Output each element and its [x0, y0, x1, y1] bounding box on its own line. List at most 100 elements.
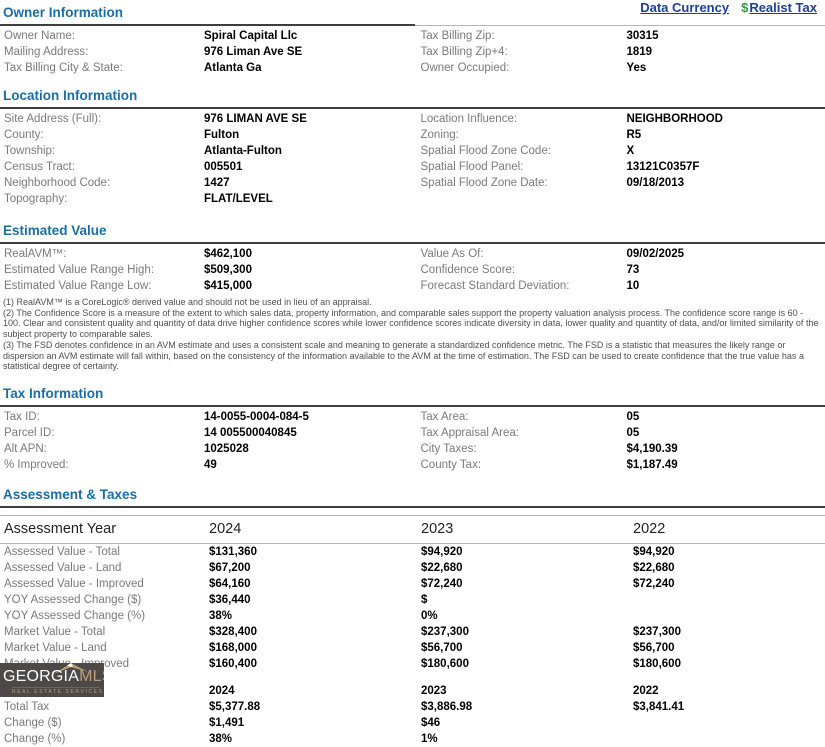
- field-label: Site Address (Full):: [0, 113, 204, 125]
- field-value: 73: [627, 264, 640, 276]
- estimated-value-section: Estimated Value RealAVM™:$462,100 Estima…: [0, 219, 825, 372]
- field-value: 05: [627, 427, 640, 439]
- cell-value: $22,680: [633, 562, 825, 574]
- field-label: Tax Billing City & State:: [0, 62, 204, 74]
- field-label: Tax Billing Zip+4:: [413, 46, 627, 58]
- field-label: County Tax:: [413, 459, 627, 471]
- owner-information-section: Owner Information Data Currency $ Realis…: [0, 0, 825, 76]
- table-row: Assessed Value - Total$131,360$94,920$94…: [0, 544, 825, 560]
- field-row: Estimated Value Range High:$509,300: [0, 262, 413, 278]
- table-row: Market Value - Total$328,400$237,300$237…: [0, 624, 825, 640]
- table-row: Change ($)$1,491$46: [0, 715, 825, 731]
- field-label: Spatial Flood Zone Code:: [413, 145, 627, 157]
- row-label: Assessed Value - Improved: [0, 578, 209, 590]
- table-row: YOY Assessed Change ($)$36,440$: [0, 592, 825, 608]
- field-row: Tax Appraisal Area:05: [413, 425, 825, 441]
- field-row: Estimated Value Range Low:$415,000: [0, 278, 413, 294]
- field-label: Spatial Flood Panel:: [413, 161, 627, 173]
- field-row: Neighborhood Code:1427: [0, 175, 413, 191]
- field-label: Neighborhood Code:: [0, 177, 204, 189]
- cell-value: $237,300: [633, 626, 825, 638]
- footnote: (2) The Confidence Score is a measure of…: [3, 308, 821, 340]
- cell-value: $237,300: [421, 626, 633, 638]
- cell-value: $67,200: [209, 562, 421, 574]
- location-information-section: Location Information Site Address (Full)…: [0, 84, 825, 207]
- section-title-location: Location Information: [3, 88, 137, 103]
- row-label: Market Value - Total: [0, 626, 209, 638]
- field-row: Spatial Flood Zone Date:09/18/2013: [413, 175, 825, 191]
- field-value: 10: [627, 280, 640, 292]
- cell-value: $56,700: [421, 642, 633, 654]
- field-value: NEIGHBORHOOD: [627, 113, 723, 125]
- table-row: Assessed Value - Land$67,200$22,680$22,6…: [0, 560, 825, 576]
- field-value: 09/18/2013: [627, 177, 685, 189]
- field-label: Tax Appraisal Area:: [413, 427, 627, 439]
- field-value: 09/02/2025: [627, 248, 685, 260]
- cell-value: $5,377.88: [209, 701, 421, 713]
- field-row: Tax Billing Zip:30315: [413, 28, 825, 44]
- field-value: Atlanta Ga: [204, 62, 262, 74]
- field-value: 976 Liman Ave SE: [204, 46, 302, 58]
- field-label: Mailing Address:: [0, 46, 204, 58]
- field-value: 13121C0357F: [627, 161, 700, 173]
- cell-value: 38%: [209, 610, 421, 622]
- cell-value: 0%: [421, 610, 633, 622]
- logo-mls-text: MLS: [79, 668, 104, 685]
- field-label: Census Tract:: [0, 161, 204, 173]
- cell-value: $64,160: [209, 578, 421, 590]
- row-label: Market Value - Land: [0, 642, 209, 654]
- field-label: Tax ID:: [0, 411, 204, 423]
- cell-value: $94,920: [421, 546, 633, 558]
- field-label: Estimated Value Range Low:: [0, 280, 204, 292]
- cell-value: 2024: [209, 685, 421, 697]
- field-value: 1025028: [204, 443, 249, 455]
- page-header: Owner Information Data Currency $ Realis…: [0, 0, 825, 26]
- cell-value: 2022: [633, 685, 825, 697]
- field-row: County:Fulton: [0, 127, 413, 143]
- field-row: Forecast Standard Deviation:10: [413, 278, 825, 294]
- table-row: Market Value - Improved$160,400$180,600$…: [0, 656, 825, 672]
- row-label: Change ($): [0, 717, 209, 729]
- cell-value: $22,680: [421, 562, 633, 574]
- field-label: Value As Of:: [413, 248, 627, 260]
- section-title-estimated: Estimated Value: [3, 223, 107, 238]
- row-label: YOY Assessed Change (%): [0, 610, 209, 622]
- cell-value: $328,400: [209, 626, 421, 638]
- section-title-tax: Tax Information: [3, 386, 103, 401]
- field-value: 30315: [627, 30, 659, 42]
- cell-value: $180,600: [633, 658, 825, 670]
- field-label: Topography:: [0, 193, 204, 205]
- field-value: 14-0055-0004-084-5: [204, 411, 309, 423]
- field-row: Mailing Address:976 Liman Ave SE: [0, 44, 413, 60]
- field-value: 1819: [627, 46, 653, 58]
- field-row: Tax Billing Zip+4:1819: [413, 44, 825, 60]
- field-row: County Tax:$1,187.49: [413, 457, 825, 473]
- field-value: 05: [627, 411, 640, 423]
- field-label: Spatial Flood Zone Date:: [413, 177, 627, 189]
- realist-tax-link[interactable]: Realist Tax: [749, 0, 817, 15]
- field-row: Zoning:R5: [413, 127, 825, 143]
- field-value: Yes: [627, 62, 647, 74]
- table-row: YOY Assessed Change (%)38%0%: [0, 608, 825, 624]
- cell-value: $56,700: [633, 642, 825, 654]
- field-row: Spatial Flood Panel:13121C0357F: [413, 159, 825, 175]
- field-row: Value As Of:09/02/2025: [413, 246, 825, 262]
- field-value: X: [627, 145, 635, 157]
- field-label: Township:: [0, 145, 204, 157]
- row-label: Assessed Value - Total: [0, 546, 209, 558]
- field-label: Location Influence:: [413, 113, 627, 125]
- field-row: Township:Atlanta-Fulton: [0, 143, 413, 159]
- table-row: Change (%)38%1%: [0, 731, 825, 747]
- cell-value: $72,240: [633, 578, 825, 590]
- field-value: $4,190.39: [627, 443, 678, 455]
- field-row: Tax ID:14-0055-0004-084-5: [0, 409, 413, 425]
- field-row: Site Address (Full):976 LIMAN AVE SE: [0, 111, 413, 127]
- cell-value: $160,400: [209, 658, 421, 670]
- cell-value: $131,360: [209, 546, 421, 558]
- assessment-taxes-section: Assessment & Taxes Assessment Year 2024 …: [0, 483, 825, 747]
- field-value: 1427: [204, 177, 230, 189]
- data-currency-link[interactable]: Data Currency: [640, 0, 729, 15]
- field-value: $415,000: [204, 280, 252, 292]
- section-title-owner: Owner Information: [3, 5, 123, 20]
- field-label: Owner Name:: [0, 30, 204, 42]
